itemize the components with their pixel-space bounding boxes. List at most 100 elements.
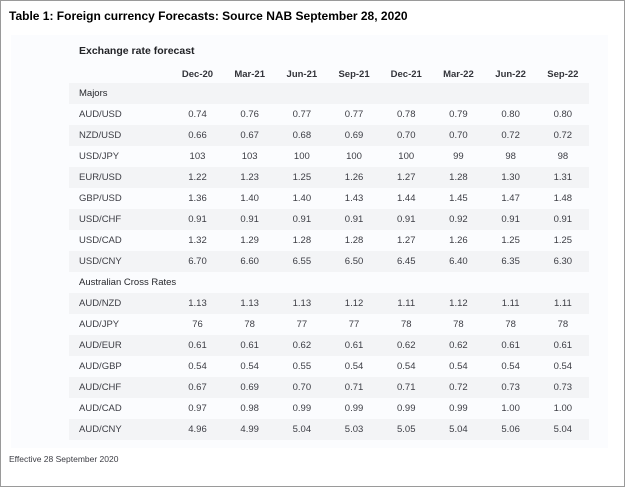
forecast-value: 0.99 bbox=[292, 403, 312, 414]
forecast-value: 5.06 bbox=[501, 424, 520, 435]
forecast-value: 0.74 bbox=[188, 109, 207, 120]
forecast-value: 0.91 bbox=[396, 214, 416, 225]
forecast-value: 77 bbox=[296, 319, 308, 330]
forecast-value: 0.76 bbox=[240, 109, 259, 120]
forecast-value: 78 bbox=[453, 319, 464, 330]
forecast-value: 0.72 bbox=[501, 130, 520, 141]
currency-pair-label: NZD/USD bbox=[79, 130, 122, 141]
forecast-value: 1.26 bbox=[344, 172, 364, 183]
forecast-value: 1.28 bbox=[344, 235, 364, 246]
forecast-value: 0.69 bbox=[240, 382, 259, 393]
forecast-value: 78 bbox=[400, 319, 412, 330]
table-row: USD/CNY 6.70 6.60 6.55 6.50 6.45 6.40 6.35 6.30 bbox=[69, 251, 589, 272]
forecast-value: 6.35 bbox=[501, 256, 520, 267]
forecast-value: 1.48 bbox=[553, 193, 573, 204]
forecast-value: 100 bbox=[398, 151, 415, 162]
forecast-value: 0.71 bbox=[396, 382, 416, 393]
forecast-value: 1.40 bbox=[292, 193, 312, 204]
forecast-value: 1.00 bbox=[501, 403, 520, 414]
forecast-value: 0.54 bbox=[553, 361, 573, 372]
forecast-value: 0.70 bbox=[449, 130, 468, 141]
forecast-value: 0.62 bbox=[449, 340, 468, 351]
forecast-value: 1.11 bbox=[501, 298, 520, 309]
forecast-value: 6.60 bbox=[240, 256, 259, 267]
forecast-value: 1.25 bbox=[501, 235, 520, 246]
currency-pair-label: EUR/USD bbox=[79, 172, 122, 183]
forecast-value: 100 bbox=[293, 151, 310, 162]
section-label: Australian Cross Rates bbox=[79, 277, 177, 288]
table-heading: Exchange rate forecast bbox=[79, 45, 195, 57]
forecast-value: 1.12 bbox=[344, 298, 364, 309]
column-header-row: Dec-20 Mar-21 Jun-21 Sep-21 Dec-21 Mar-22 Jun-… bbox=[69, 65, 589, 83]
forecast-value: 1.00 bbox=[553, 403, 573, 414]
exchange-rate-forecast-table: Dec-20 Mar-21 Jun-21 Sep-21 Dec-21 Mar-22 Jun-… bbox=[69, 65, 589, 440]
forecast-value: 0.61 bbox=[344, 340, 364, 351]
forecast-value: 98 bbox=[557, 151, 569, 162]
section-header-row: Majors bbox=[69, 83, 589, 104]
forecast-value: 1.43 bbox=[344, 193, 364, 204]
forecast-value: 0.61 bbox=[188, 340, 207, 351]
table-row: GBP/USD 1.36 1.40 1.40 1.43 1.44 1.45 1.47 1.48 bbox=[69, 188, 589, 209]
forecast-value: 0.91 bbox=[292, 214, 312, 225]
forecast-value: 0.68 bbox=[292, 130, 312, 141]
forecast-value: 76 bbox=[192, 319, 203, 330]
forecast-value: 77 bbox=[348, 319, 360, 330]
currency-pair-label: AUD/CAD bbox=[79, 403, 122, 414]
forecast-card: Exchange rate forecast Dec-20 Mar-21 Jun-2… bbox=[11, 35, 608, 448]
table-row: AUD/CHF 0.67 0.69 0.70 0.71 0.71 0.72 0.73 0.73 bbox=[69, 377, 589, 398]
currency-pair-label: AUD/CHF bbox=[79, 382, 122, 393]
forecast-value: 0.99 bbox=[396, 403, 416, 414]
forecast-value: 0.67 bbox=[240, 130, 259, 141]
forecast-value: 0.99 bbox=[344, 403, 364, 414]
forecast-value: 1.22 bbox=[188, 172, 207, 183]
column-header: Dec-21 bbox=[390, 68, 422, 80]
forecast-value: 0.73 bbox=[501, 382, 520, 393]
forecast-value: 1.25 bbox=[553, 235, 573, 246]
currency-pair-label: AUD/CNY bbox=[79, 424, 122, 435]
forecast-value: 0.61 bbox=[553, 340, 573, 351]
forecast-value: 0.99 bbox=[449, 403, 468, 414]
forecast-value: 1.32 bbox=[188, 235, 207, 246]
forecast-value: 1.13 bbox=[240, 298, 259, 309]
forecast-value: 0.55 bbox=[292, 361, 312, 372]
table-row: AUD/CNY 4.96 4.99 5.04 5.03 5.05 5.04 5.06 5.04 bbox=[69, 419, 589, 440]
forecast-value: 5.04 bbox=[449, 424, 468, 435]
forecast-value: 0.73 bbox=[553, 382, 573, 393]
forecast-value: 1.28 bbox=[292, 235, 312, 246]
table-row: AUD/JPY 76 78 77 77 78 78 78 78 bbox=[69, 314, 589, 335]
forecast-value: 0.66 bbox=[188, 130, 207, 141]
forecast-value: 99 bbox=[453, 151, 464, 162]
forecast-value: 1.44 bbox=[396, 193, 416, 204]
forecast-value: 1.11 bbox=[397, 298, 416, 309]
forecast-value: 0.78 bbox=[396, 109, 416, 120]
table-row: AUD/USD 0.74 0.76 0.77 0.77 0.78 0.79 0.80 0.80 bbox=[69, 104, 589, 125]
forecast-value: 5.04 bbox=[553, 424, 573, 435]
forecast-value: 103 bbox=[241, 151, 258, 162]
forecast-value: 6.40 bbox=[449, 256, 468, 267]
currency-pair-label: USD/CNY bbox=[79, 256, 122, 267]
table-row: USD/CAD 1.32 1.29 1.28 1.28 1.27 1.26 1.25 1.25 bbox=[69, 230, 589, 251]
forecast-value: 6.70 bbox=[188, 256, 207, 267]
forecast-value: 0.91 bbox=[240, 214, 259, 225]
column-header: Mar-21 bbox=[234, 68, 265, 80]
forecast-value: 0.62 bbox=[396, 340, 416, 351]
table-row: AUD/EUR 0.61 0.61 0.62 0.61 0.62 0.62 0.61 0.61 bbox=[69, 335, 589, 356]
forecast-value: 0.91 bbox=[501, 214, 520, 225]
page-title: Table 1: Foreign currency Forecasts: Sou… bbox=[9, 9, 408, 23]
forecast-value: 0.54 bbox=[188, 361, 207, 372]
forecast-value: 6.55 bbox=[292, 256, 312, 267]
forecast-value: 78 bbox=[505, 319, 516, 330]
forecast-value: 0.54 bbox=[449, 361, 468, 372]
forecast-value: 5.03 bbox=[344, 424, 364, 435]
table-row: USD/CHF 0.91 0.91 0.91 0.91 0.91 0.92 0.91 0.91 bbox=[69, 209, 589, 230]
forecast-value: 0.98 bbox=[240, 403, 259, 414]
forecast-value: 0.97 bbox=[188, 403, 207, 414]
forecast-value: 4.99 bbox=[240, 424, 259, 435]
forecast-value: 0.80 bbox=[501, 109, 520, 120]
column-header: Mar-22 bbox=[443, 68, 474, 80]
forecast-value: 1.47 bbox=[501, 193, 520, 204]
forecast-value: 0.70 bbox=[396, 130, 416, 141]
section-header-row: Australian Cross Rates bbox=[69, 272, 589, 293]
table-row: AUD/GBP 0.54 0.54 0.55 0.54 0.54 0.54 0.54 0.54 bbox=[69, 356, 589, 377]
currency-pair-label: USD/JPY bbox=[79, 151, 120, 162]
